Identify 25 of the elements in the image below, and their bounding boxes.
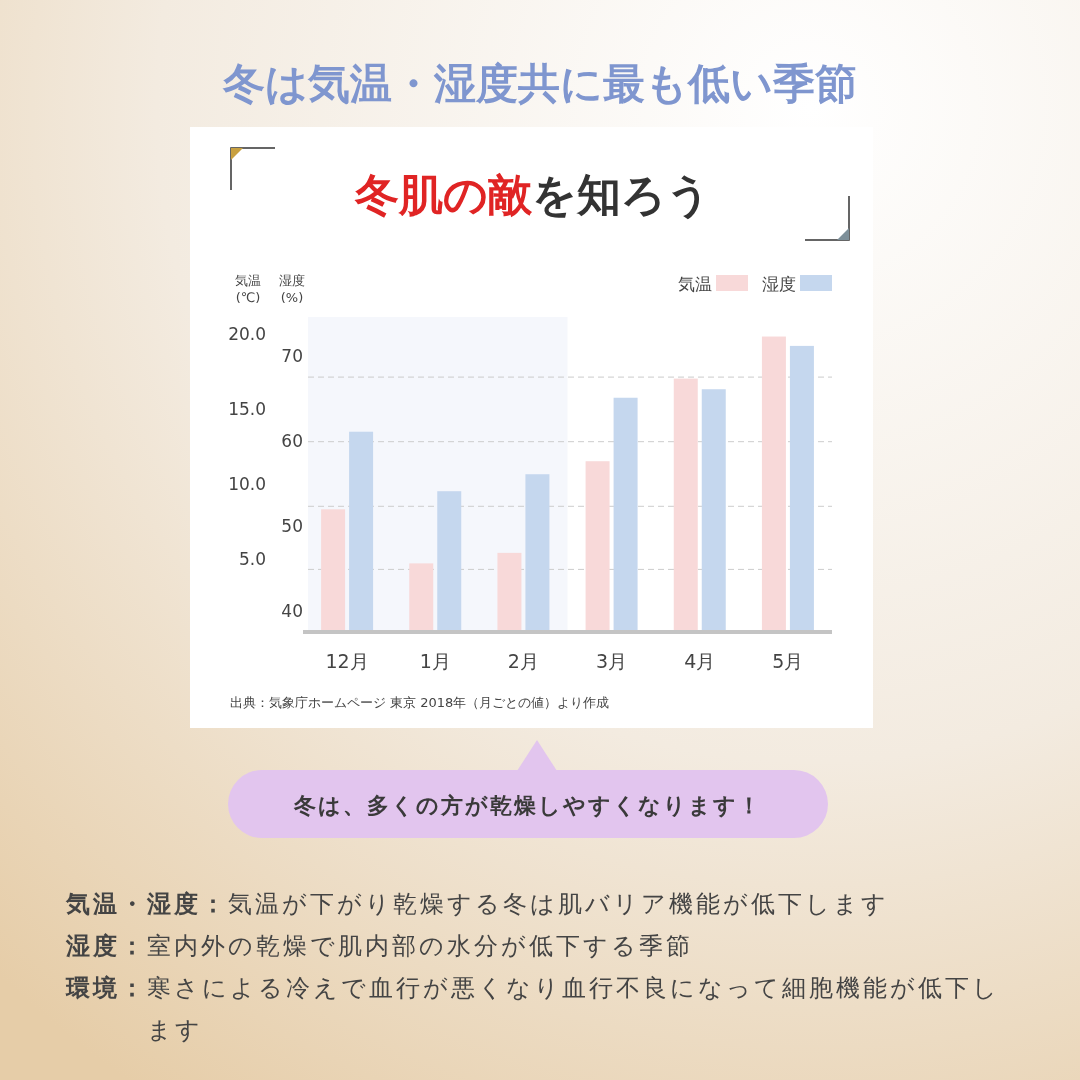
y2-tick-label: 70: [281, 346, 303, 367]
text: 冬は、多くの方が乾燥しやすくなります！: [293, 793, 762, 818]
x-tick-label: 2月: [507, 650, 539, 672]
y2-tick-label: 50: [281, 516, 303, 537]
legend-label: 気温: [678, 274, 712, 294]
y2-tick-label: 40: [281, 601, 303, 622]
x-tick-label: 5月: [772, 650, 804, 672]
text: 湿度：室内外の乾燥で肌内部の水分が低下する季節: [65, 932, 693, 960]
text: 気温・湿度：気温が下がり乾燥する冬は肌バリア機能が低下します: [65, 890, 889, 918]
x-tick-label: 3月: [596, 650, 628, 672]
y-tick-label: 5.0: [238, 548, 266, 569]
y-tick-label: 15.0: [228, 398, 266, 419]
chart-subtitle: 冬肌の敵を知ろう: [354, 169, 711, 220]
y2-tick-label: 60: [281, 431, 303, 452]
chart-title: 冬は気温・湿度共に最も低い季節: [222, 59, 857, 108]
text: 環境：寒さによる冷えで血行が悪くなり血行不良になって細胞機能が低下します: [65, 974, 1000, 1044]
source-note: 出典：気象庁ホームページ 東京 2018年（月ごとの値）より作成: [230, 695, 610, 710]
y-tick-label: 10.0: [228, 473, 266, 494]
x-tick-label: 4月: [684, 650, 716, 672]
y-tick-label: 20.0: [228, 323, 266, 344]
legend-label: 湿度: [762, 274, 796, 294]
x-tick-label: 12月: [325, 650, 369, 672]
x-tick-label: 1月: [419, 650, 451, 672]
y-axis-title: 気温 (℃): [235, 273, 261, 305]
y2-axis-title: 湿度 (%): [279, 273, 305, 305]
